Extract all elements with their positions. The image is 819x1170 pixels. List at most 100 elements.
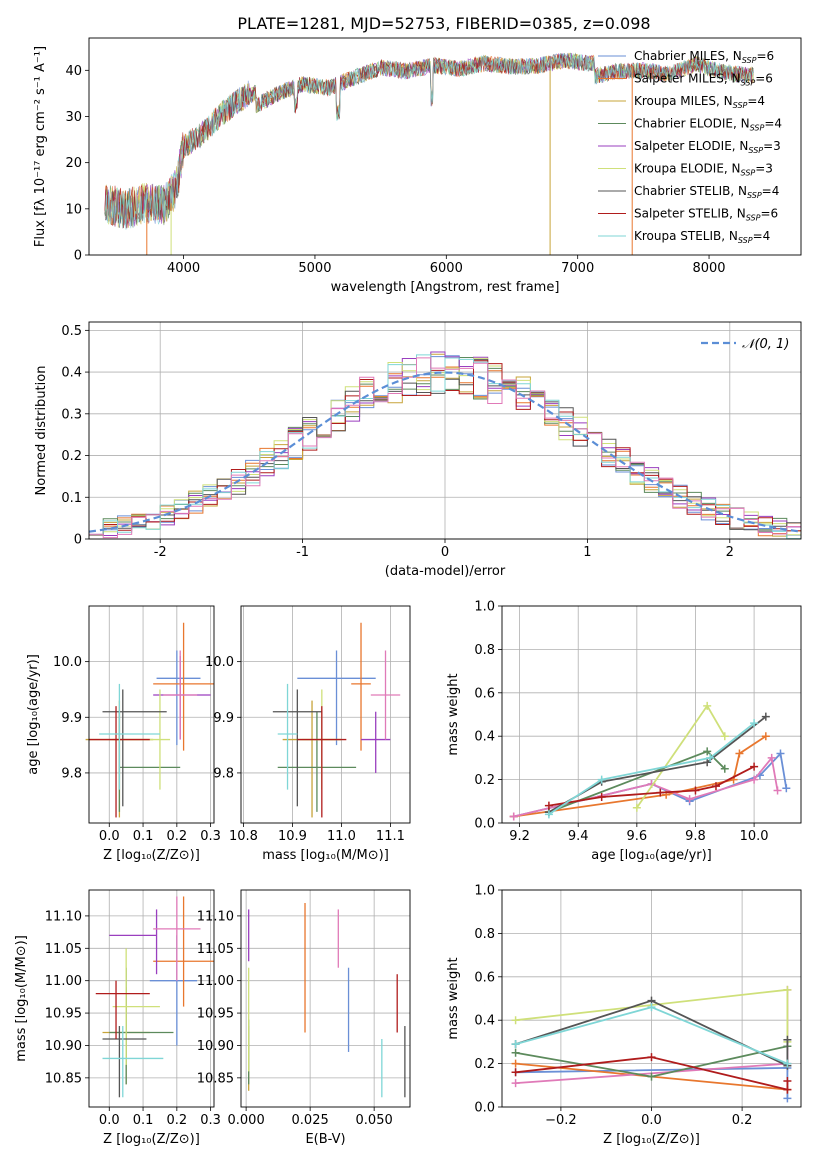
- spectrum-line: [104, 53, 754, 230]
- x-tick-label: 0.3: [200, 1113, 221, 1128]
- weight-marker: [703, 747, 712, 756]
- weight-marker: [706, 753, 715, 762]
- histogram-steps: [89, 357, 801, 539]
- y-tick-label: 0.1: [61, 491, 82, 506]
- weight-marker: [720, 732, 729, 741]
- x-tick-label: 0.2: [166, 829, 187, 844]
- y-tick-label: 0.3: [61, 407, 82, 422]
- x-axis-label: Z [log₁₀(Z/Z⊙)]: [103, 848, 200, 863]
- y-tick-label: 9.9: [61, 711, 82, 726]
- weight-series: [548, 715, 767, 813]
- weight-marker: [511, 1068, 520, 1077]
- weight-marker: [773, 786, 782, 795]
- x-tick-label: 0.3: [200, 829, 221, 844]
- weight-marker: [767, 753, 776, 762]
- y-tick-label: 0.0: [474, 1101, 495, 1116]
- legend-entry: Chabrier ELODIE, NSSP=4: [634, 117, 782, 133]
- weight-marker: [597, 775, 606, 784]
- age-vs-z-frame: [88, 605, 215, 824]
- errorbars-age-vs-mass: [272, 622, 401, 818]
- y-tick-label: 0.5: [61, 324, 82, 339]
- weight-marker: [783, 985, 792, 994]
- x-axis-label: Z [log₁₀(Z/Z⊙)]: [103, 1132, 200, 1147]
- weight-marker: [776, 749, 785, 758]
- gaussian-curve: [88, 371, 802, 533]
- x-tick-label: 0.2: [166, 1113, 187, 1128]
- weight-series: [548, 722, 755, 816]
- x-tick-label: −0.2: [545, 1113, 577, 1128]
- weight-marker: [761, 732, 770, 741]
- y-tick-label: 11.00: [197, 974, 234, 989]
- weight-marker: [750, 719, 759, 728]
- y-tick-label: 0.4: [474, 1014, 495, 1029]
- y-tick-label: 0.2: [474, 773, 495, 788]
- y-tick-label: 20: [65, 156, 82, 171]
- y-tick-label: 10.95: [197, 1007, 234, 1022]
- x-tick-label: 10.9: [278, 829, 307, 844]
- weight-lines-weight-vs-z: [511, 985, 792, 1103]
- y-tick-label: 10.0: [53, 655, 82, 670]
- weight-marker: [782, 784, 791, 793]
- weight-marker: [783, 1094, 792, 1103]
- weight-marker: [735, 749, 744, 758]
- x-tick-label: 0.0: [99, 1113, 120, 1128]
- x-tick-label: 0.000: [228, 1113, 265, 1128]
- x-tick-label: 0: [441, 545, 449, 560]
- y-tick-label: 10.0: [205, 655, 234, 670]
- weight-marker: [783, 1076, 792, 1085]
- weight-marker: [703, 758, 712, 767]
- errorbars-mass-vs-ebv: [248, 902, 406, 1098]
- mass-vs-ebv-frame: [240, 889, 411, 1108]
- legend-entry: Salpeter ELODIE, NSSP=3: [634, 139, 781, 155]
- weight-marker: [783, 1085, 792, 1094]
- legend-entry: Kroupa ELODIE, NSSP=3: [634, 162, 773, 178]
- weight-vs-age-frame: [501, 605, 802, 824]
- age-vs-mass-frame: [240, 605, 411, 824]
- histogram-steps: [89, 351, 801, 536]
- y-tick-label: 1.0: [474, 600, 495, 615]
- weight-lines-weight-vs-age: [509, 701, 791, 821]
- y-axis-label: age [log₁₀(age/yr)]: [26, 654, 41, 775]
- x-tick-label: 0.0: [641, 1113, 662, 1128]
- x-tick-label: 2: [726, 545, 734, 560]
- x-tick-label: 0.0: [99, 829, 120, 844]
- x-tick-label: 4000: [167, 261, 200, 276]
- x-tick-label: 10.0: [740, 829, 769, 844]
- x-tick-label: 0.1: [133, 829, 154, 844]
- axes-spectrum: 4000 5000 6000 7000 8000 0 10 20 30 40: [65, 64, 725, 276]
- weight-marker: [511, 1016, 520, 1025]
- y-tick-label: 0.6: [474, 970, 495, 985]
- y-tick-label: 9.8: [61, 766, 82, 781]
- axes-residuals: -2 -1 0 1 2 0 0.1 0.2 0.3 0.4 0.5: [61, 322, 801, 560]
- y-tick-label: 0: [74, 533, 82, 548]
- weight-marker: [761, 712, 770, 721]
- histograms: [88, 351, 802, 540]
- x-axis-label: wavelength [Angstrom, rest frame]: [331, 280, 560, 295]
- x-tick-label: -1: [296, 545, 309, 560]
- weight-marker: [656, 788, 665, 797]
- x-axis-label: Z [log₁₀(Z/Z⊙)]: [603, 1132, 700, 1147]
- weight-marker: [691, 786, 700, 795]
- x-tick-label: 5000: [298, 261, 331, 276]
- legend-entry: Kroupa MILES, NSSP=4: [634, 94, 765, 110]
- weight-marker: [783, 1035, 792, 1044]
- y-tick-label: 10: [65, 202, 82, 217]
- x-tick-label: 7000: [561, 261, 594, 276]
- y-tick-label: 10.85: [45, 1071, 82, 1086]
- weight-marker: [632, 803, 641, 812]
- spectrum-lines: [104, 52, 754, 255]
- y-tick-label: 10.85: [197, 1071, 234, 1086]
- weight-marker: [511, 1079, 520, 1088]
- y-tick-label: 9.9: [213, 711, 234, 726]
- x-tick-label: 0.1: [133, 1113, 154, 1128]
- axes-mass-vs-z: 0.0 0.1 0.2 0.3 10.85 10.90 10.95 11.00 11.05 11.…: [45, 890, 221, 1128]
- x-tick-label: 0.050: [356, 1113, 393, 1128]
- weight-marker: [511, 1048, 520, 1057]
- weight-marker: [783, 1059, 792, 1068]
- weight-vs-z-frame: [501, 889, 802, 1108]
- x-tick-label: 9.6: [626, 829, 647, 844]
- errorbars-age-vs-z: [85, 622, 214, 818]
- y-tick-label: 0.0: [474, 817, 495, 832]
- legend-entry: Chabrier MILES, NSSP=6: [634, 49, 774, 65]
